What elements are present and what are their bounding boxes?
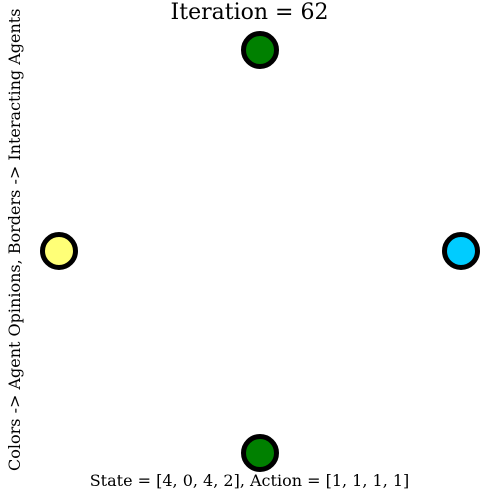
agent-node-bottom (241, 434, 279, 472)
agent-node-top (241, 31, 279, 69)
figure-title: Iteration = 62 (170, 0, 329, 25)
agent-node-left (40, 232, 78, 270)
agent-node-right (442, 232, 480, 270)
state-action-label: State = [4, 0, 4, 2], Action = [1, 1, 1,… (89, 471, 410, 490)
legend-axis-label: Colors -> Agent Opinions, Borders -> Int… (5, 8, 24, 471)
